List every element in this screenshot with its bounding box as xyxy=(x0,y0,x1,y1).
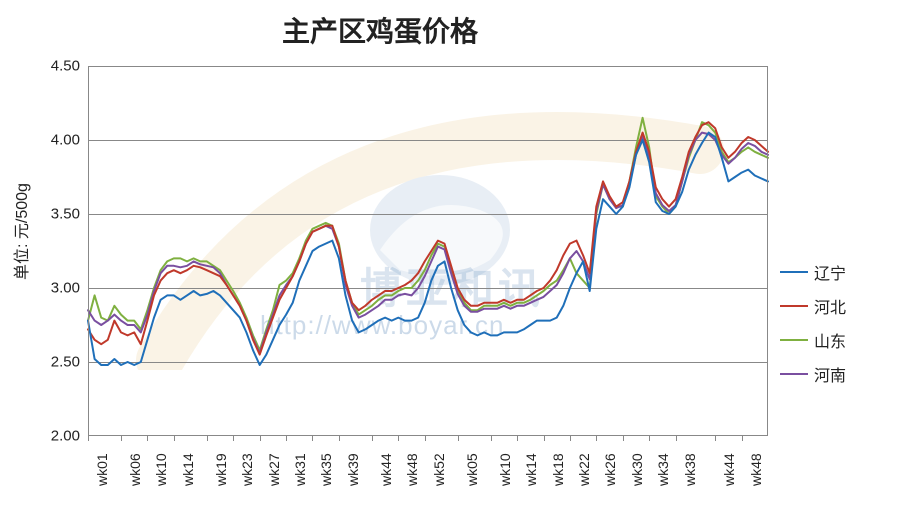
legend: 辽宁河北山东河南 xyxy=(780,250,846,396)
xtick-label: wk23 xyxy=(239,453,255,486)
xtick-label: wk44 xyxy=(721,453,737,486)
xtick-label: wk10 xyxy=(497,453,513,486)
xtick-label: wk26 xyxy=(602,453,618,486)
legend-label: 山东 xyxy=(814,328,846,352)
legend-item: 河北 xyxy=(780,294,846,318)
xtick-mark xyxy=(207,436,208,441)
legend-item: 山东 xyxy=(780,328,846,352)
legend-label: 辽宁 xyxy=(814,260,846,284)
xtick-mark xyxy=(596,436,597,441)
ytick-label: 2.50 xyxy=(32,354,80,371)
xtick-mark xyxy=(458,436,459,441)
legend-label: 河南 xyxy=(814,362,846,386)
xtick-mark xyxy=(715,436,716,441)
xtick-label: wk19 xyxy=(213,453,229,486)
xtick-mark xyxy=(491,436,492,441)
xtick-mark xyxy=(174,436,175,441)
legend-swatch xyxy=(780,373,808,375)
xtick-mark xyxy=(676,436,677,441)
xtick-mark xyxy=(233,436,234,441)
xtick-label: wk06 xyxy=(127,453,143,486)
xtick-mark xyxy=(649,436,650,441)
xtick-mark xyxy=(372,436,373,441)
ytick-label: 3.50 xyxy=(32,206,80,223)
xtick-label: wk05 xyxy=(464,453,480,486)
xtick-label: wk10 xyxy=(153,453,169,486)
xtick-label: wk01 xyxy=(94,453,110,486)
chart-container: 博亚和讯 http://www.boyar.cn 主产区鸡蛋价格 单位: 元/5… xyxy=(0,0,899,532)
xtick-mark xyxy=(398,436,399,441)
xtick-mark xyxy=(312,436,313,441)
legend-item: 河南 xyxy=(780,362,846,386)
xtick-label: wk14 xyxy=(523,453,539,486)
xtick-label: wk38 xyxy=(682,453,698,486)
xtick-label: wk39 xyxy=(345,453,361,486)
xtick-mark xyxy=(623,436,624,441)
xtick-label: wk27 xyxy=(266,453,282,486)
xtick-label: wk18 xyxy=(550,453,566,486)
legend-swatch xyxy=(780,339,808,341)
ytick-label: 2.00 xyxy=(32,428,80,445)
xtick-mark xyxy=(286,436,287,441)
chart-title: 主产区鸡蛋价格 xyxy=(0,10,760,50)
ytick-label: 3.00 xyxy=(32,280,80,297)
xtick-label: wk35 xyxy=(318,453,334,486)
xtick-label: wk31 xyxy=(292,453,308,486)
legend-item: 辽宁 xyxy=(780,260,846,284)
xtick-label: wk44 xyxy=(378,453,394,486)
ytick-label: 4.50 xyxy=(32,58,80,75)
xtick-mark xyxy=(260,436,261,441)
xtick-label: wk30 xyxy=(629,453,645,486)
xtick-mark xyxy=(121,436,122,441)
legend-swatch xyxy=(780,271,808,273)
xtick-mark xyxy=(742,436,743,441)
y-axis-label: 单位: 元/500g xyxy=(8,183,32,280)
xtick-mark xyxy=(544,436,545,441)
xtick-label: wk34 xyxy=(655,453,671,486)
legend-label: 河北 xyxy=(814,294,846,318)
xtick-label: wk48 xyxy=(404,453,420,486)
ytick-label: 4.00 xyxy=(32,132,80,149)
xtick-label: wk14 xyxy=(180,453,196,486)
xtick-mark xyxy=(425,436,426,441)
legend-swatch xyxy=(780,305,808,307)
xtick-mark xyxy=(88,436,89,441)
xtick-label: wk22 xyxy=(576,453,592,486)
xtick-mark xyxy=(517,436,518,441)
xtick-mark xyxy=(147,436,148,441)
plot-border xyxy=(88,66,768,436)
xtick-mark xyxy=(339,436,340,441)
xtick-mark xyxy=(570,436,571,441)
xtick-label: wk48 xyxy=(748,453,764,486)
plot-area: wk01wk06wk10wk14wk19wk23wk27wk31wk35wk39… xyxy=(88,66,768,436)
xtick-label: wk52 xyxy=(431,453,447,486)
